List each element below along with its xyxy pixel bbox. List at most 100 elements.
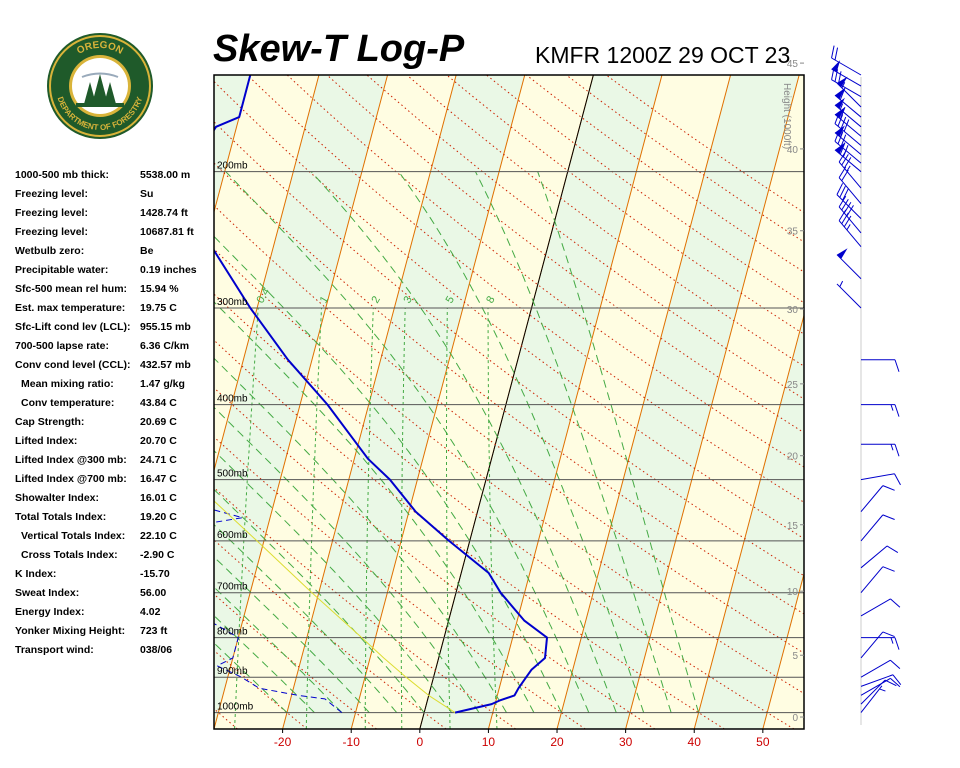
wind-barb-full	[894, 637, 900, 650]
wind-barb-pennant	[834, 107, 845, 119]
stat-label: Total Totals Index:	[15, 511, 107, 523]
plot-frame	[213, 74, 805, 730]
stat-label: 700-500 lapse rate:	[15, 340, 109, 352]
wind-barb-staff	[860, 685, 883, 713]
isotherm-band	[488, 75, 731, 729]
wind-barb-full	[842, 144, 849, 158]
wind-barb-pennant	[834, 125, 845, 137]
wind-barb-half	[846, 224, 851, 231]
wind-barb-full	[839, 106, 846, 120]
wind-barb-full	[846, 205, 854, 217]
isotherm-band	[0, 75, 45, 729]
stat-value: -15.70	[140, 568, 170, 580]
stat-label: Conv temperature:	[21, 397, 115, 409]
height-tick-label: 10	[787, 587, 799, 598]
stat-row: Cap Strength: 20.69 C	[15, 416, 210, 435]
wind-barb	[860, 631, 895, 659]
wind-barb	[860, 677, 901, 696]
wind-barb-pennant	[836, 248, 848, 259]
stat-value: 955.15 mb	[140, 321, 191, 333]
stat-value: 16.01 C	[140, 492, 177, 504]
isotherm-band	[351, 75, 594, 729]
wind-barb-pennant	[831, 60, 841, 73]
isotherm-line	[8, 75, 182, 729]
wind-barb-half	[890, 404, 894, 411]
stat-row: Freezing level: 1428.74 ft	[15, 207, 210, 226]
wind-barb-half	[839, 103, 844, 110]
stat-label: Vertical Totals Index:	[21, 530, 126, 542]
wind-barb-full	[839, 142, 846, 155]
stat-value: 20.70 C	[140, 435, 177, 447]
mixing-ratio-label: 3	[401, 294, 414, 305]
isotherm-line	[693, 313, 804, 729]
stat-row: Total Totals Index: 19.20 C	[15, 511, 210, 530]
stat-value: 56.00	[140, 587, 167, 599]
parcel-trace	[214, 500, 456, 714]
stat-label: Precipitable water:	[15, 264, 109, 276]
moist-adiabat	[214, 615, 315, 713]
stat-label: Conv cond level (CCL):	[15, 359, 131, 371]
moist-adiabat	[214, 406, 480, 713]
isotherm-band	[625, 75, 804, 729]
wind-barb-full	[836, 183, 844, 195]
stat-value: 6.36 C/km	[140, 340, 190, 352]
wind-barb-half	[890, 444, 894, 451]
mixing-ratio-label: 8	[484, 294, 497, 305]
wind-barb-full	[892, 674, 902, 685]
stat-value: 1.47 g/kg	[140, 378, 185, 390]
stat-value: 22.10 C	[140, 530, 177, 542]
stat-label: Energy Index:	[15, 606, 85, 618]
pressure-tick-label: 400mb	[217, 394, 248, 405]
wind-barb-full	[842, 188, 849, 201]
wind-barb-staff	[860, 473, 895, 481]
wind-barb-staff	[860, 485, 884, 512]
wind-barb	[831, 60, 862, 87]
pressure-tick-label: 900mb	[217, 666, 248, 677]
wind-barb-half	[839, 131, 844, 138]
wind-barb	[861, 637, 900, 650]
stat-label: Sfc-Lift cond lev (LCL):	[15, 321, 131, 333]
stat-row: 1000-500 mb thick: 5538.00 m	[15, 169, 210, 188]
wind-barb-staff	[836, 283, 862, 309]
stat-value: 4.02	[140, 606, 161, 618]
pressure-tick-label: 800mb	[217, 627, 248, 638]
stat-label: Yonker Mixing Height:	[15, 625, 126, 637]
x-tick-label: 20	[550, 735, 564, 749]
isotherm-line	[214, 75, 389, 729]
wind-barb-staff	[860, 631, 884, 659]
stat-row: Wetbulb zero: Be	[15, 245, 210, 264]
moist-adiabat	[214, 586, 343, 713]
wind-barb-full	[837, 71, 842, 84]
stat-row: Precipitable water: 0.19 inches	[15, 264, 210, 283]
stat-value: 15.94 %	[140, 283, 179, 295]
height-tick-label: 15	[787, 521, 799, 532]
height-axis-label: Height (1000ft)	[781, 83, 792, 149]
stat-value: 1428.74 ft	[140, 207, 188, 219]
wind-barb-staff	[831, 79, 862, 98]
wind-barb-full	[890, 598, 901, 608]
wind-barb-staff	[860, 566, 884, 594]
wind-barb-full	[838, 195, 847, 208]
wind-barb-staff	[834, 132, 862, 155]
isotherm-band	[0, 75, 182, 729]
stat-label: Sweat Index:	[15, 587, 80, 599]
wind-barb-full	[843, 157, 852, 169]
wind-barb-half	[846, 165, 851, 172]
stat-row: Sfc-500 mean rel hum: 15.94 %	[15, 283, 210, 302]
stat-value: 16.47 C	[140, 473, 177, 485]
moist-adiabat	[537, 171, 700, 713]
wind-barb-full	[894, 444, 900, 457]
freezing-isotherm	[419, 75, 594, 729]
mixing-ratio-label: 1	[318, 294, 331, 305]
wind-barb-full	[831, 45, 835, 59]
isotherm-line	[350, 75, 526, 729]
wind-barb	[861, 443, 900, 457]
temperature-trace	[214, 75, 548, 714]
wind-barb	[860, 659, 901, 678]
height-tick-label: 45	[787, 59, 799, 70]
stat-row: 700-500 lapse rate: 6.36 C/km	[15, 340, 210, 359]
x-tick-label: -20	[274, 735, 292, 749]
wind-barb-full	[882, 631, 895, 638]
stat-row: Est. max temperature: 19.75 C	[15, 302, 210, 321]
stat-row: Lifted Index @700 mb: 16.47 C	[15, 473, 210, 492]
